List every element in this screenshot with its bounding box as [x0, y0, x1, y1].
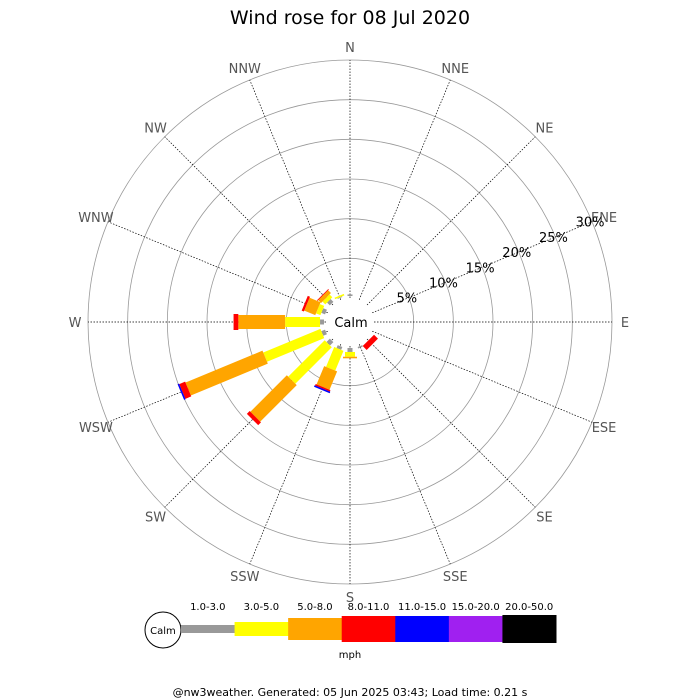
bar-ssw-bin-2 — [316, 366, 338, 390]
direction-label-n: N — [345, 41, 355, 56]
direction-label-nne: NNE — [441, 62, 469, 77]
bar-nw-bin-1 — [322, 294, 333, 305]
legend-label-2: 5.0-8.0 — [297, 602, 332, 613]
bar-wsw-bin-3 — [179, 381, 192, 399]
direction-label-nw: NW — [144, 122, 167, 137]
bar-wnw-bin-1 — [316, 304, 325, 316]
bar-nnw-bin-1 — [334, 293, 345, 300]
legend-swatch-3 — [341, 616, 396, 642]
spoke-nne — [358, 79, 451, 300]
calm-circle: Calm — [326, 298, 374, 346]
bar-sw-bin-0 — [326, 338, 334, 346]
legend-swatch-4 — [395, 616, 450, 642]
bar-nw-bin-3 — [316, 288, 329, 301]
direction-label-ssw: SSW — [230, 570, 260, 585]
direction-label-sse: SSE — [443, 570, 468, 585]
legend-label-1: 3.0-5.0 — [244, 602, 279, 613]
direction-label-se: SE — [536, 510, 552, 525]
bar-ssw-bin-1 — [326, 347, 344, 371]
chart-title: Wind rose for 08 Jul 2020 — [230, 7, 470, 29]
bar-nw-bin-0 — [327, 299, 334, 306]
legend-units: mph — [339, 650, 361, 661]
spoke-se — [366, 338, 536, 508]
bar-wnw-bin-2 — [304, 297, 321, 316]
direction-label-ene: ENE — [591, 211, 617, 226]
direction-label-ese: ESE — [592, 421, 617, 436]
legend-label-5: 15.0-20.0 — [452, 602, 500, 613]
wind-bars — [177, 288, 378, 426]
bar-ssw-bin-4 — [313, 385, 331, 394]
bar-sse-bin-0 — [357, 345, 363, 349]
spoke-nw — [164, 136, 334, 306]
legend-label-6: 20.0-50.0 — [505, 602, 553, 613]
legend-label-3: 8.0-11.0 — [348, 602, 390, 613]
direction-label-w: W — [69, 316, 82, 331]
percent-label-10: 10% — [429, 276, 458, 291]
bar-sw-bin-3 — [246, 411, 261, 426]
percent-label-20: 20% — [502, 246, 531, 261]
direction-label-e: E — [621, 316, 629, 331]
direction-label-wnw: WNW — [78, 211, 114, 226]
legend-swatch-5 — [448, 616, 503, 642]
legend-swatch-2 — [288, 618, 343, 640]
bar-sw-bin-2 — [250, 375, 297, 422]
direction-spokes — [88, 60, 612, 584]
bar-nw-bin-2 — [318, 290, 331, 303]
direction-labels: N NNE NE ENE E ESE SE SSE S SSW SW WSW W WNW NW NNW — [69, 41, 630, 606]
legend-swatch-1 — [234, 622, 289, 636]
spoke-ese — [372, 330, 593, 423]
bar-wnw-bin-3 — [301, 295, 310, 312]
direction-label-nnw: NNW — [229, 62, 261, 77]
spoke-ene — [372, 221, 593, 314]
percent-label-25: 25% — [539, 231, 568, 246]
spoke-ne — [366, 136, 536, 306]
bar-wnw-bin-0 — [321, 308, 327, 315]
bar-ssw-bin-3 — [315, 384, 331, 392]
spoke-wnw — [107, 221, 328, 314]
direction-label-s: S — [346, 591, 354, 606]
legend-calm-label: Calm — [150, 626, 176, 637]
footer-text: @nw3weather. Generated: 05 Jun 2025 03:4… — [173, 686, 528, 699]
spoke-sse — [358, 344, 451, 565]
percent-label-30: 30% — [576, 216, 605, 231]
bar-wsw-bin-0 — [321, 329, 327, 336]
direction-label-wsw: WSW — [79, 421, 113, 436]
legend-swatch-6 — [502, 615, 557, 643]
bar-wsw-bin-4 — [177, 383, 186, 400]
bar-se-bin-3 — [362, 334, 378, 350]
legend-label-4: 11.0-15.0 — [398, 602, 446, 613]
legend-label-0: 1.0-3.0 — [190, 602, 225, 613]
calm-label: Calm — [334, 316, 367, 331]
spoke-nnw — [249, 79, 342, 300]
bar-wsw-bin-2 — [185, 350, 268, 396]
percent-labels: 5% 10% 15% 20% 25% 30% — [397, 216, 605, 307]
direction-label-ne: NE — [535, 122, 553, 137]
percent-label-5: 5% — [397, 292, 418, 307]
bar-wsw-bin-1 — [263, 328, 325, 362]
legend-swatch-0 — [181, 625, 236, 633]
legend: Calm 1.0-3.0 3.0-5.0 5.0-8.0 8.0-11.0 11.0-1… — [144, 602, 557, 649]
percent-label-15: 15% — [466, 261, 495, 276]
grid-ring-2 — [206, 178, 494, 466]
direction-label-sw: SW — [145, 510, 166, 525]
bar-sw-bin-1 — [288, 340, 332, 384]
bar-ssw-bin-0 — [336, 345, 343, 350]
grid-ring-3 — [166, 138, 534, 506]
